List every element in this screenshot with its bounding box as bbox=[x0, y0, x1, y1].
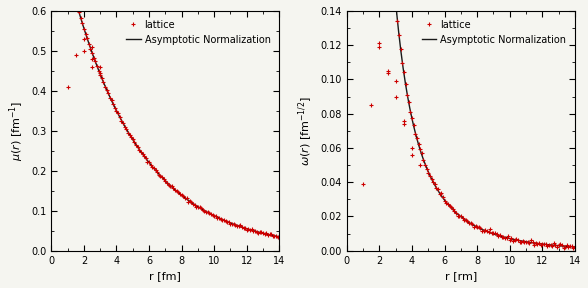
X-axis label: r [fm]: r [fm] bbox=[149, 271, 181, 281]
Legend: lattice, Asymptotic Normalization: lattice, Asymptotic Normalization bbox=[122, 16, 275, 48]
Y-axis label: $\mu(r)$ [fm$^{-1}$]: $\mu(r)$ [fm$^{-1}$] bbox=[7, 101, 25, 161]
X-axis label: r [rm]: r [rm] bbox=[445, 271, 477, 281]
Legend: lattice, Asymptotic Normalization: lattice, Asymptotic Normalization bbox=[418, 16, 570, 48]
Y-axis label: $\omega(r)$ [fm$^{-1/2}$]: $\omega(r)$ [fm$^{-1/2}$] bbox=[296, 96, 315, 166]
